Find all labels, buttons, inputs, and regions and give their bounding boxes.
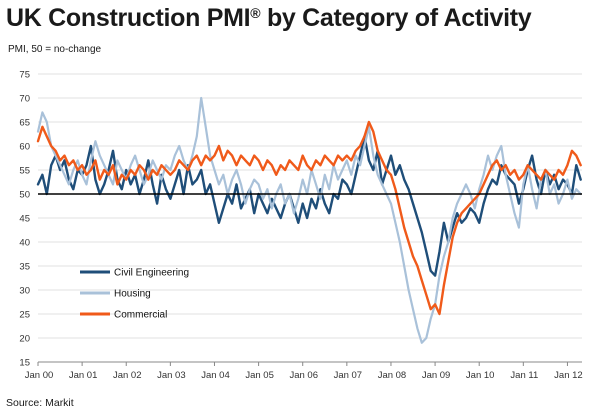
chart-title-suffix: by Category of Activity <box>260 4 532 32</box>
y-tick-label: 50 <box>19 190 30 201</box>
chart-title: UK Construction PMI® by Category of Acti… <box>6 4 532 33</box>
series-line-commercial <box>36 120 582 316</box>
x-tick-label: Jan 09 <box>422 370 451 381</box>
chart-title-text: UK Construction PMI <box>6 4 251 32</box>
legend-label: Civil Engineering <box>114 268 189 279</box>
y-tick-label: 15 <box>19 358 30 369</box>
registered-mark: ® <box>250 5 261 21</box>
x-tick-label: Jan 06 <box>289 370 318 381</box>
x-tick-label: Jan 03 <box>157 370 186 381</box>
y-tick-label: 60 <box>19 142 30 153</box>
x-tick-label: Jan 02 <box>113 370 142 381</box>
y-tick-label: 55 <box>19 166 30 177</box>
y-tick-label: 35 <box>19 262 30 273</box>
y-tick-label: 70 <box>19 94 30 105</box>
x-tick-label: Jan 07 <box>334 370 363 381</box>
y-tick-label: 65 <box>19 118 30 129</box>
y-tick-label: 25 <box>19 310 30 321</box>
x-tick-label: Jan 05 <box>245 370 274 381</box>
x-tick-label: Jan 08 <box>378 370 407 381</box>
series-line-civil-engineering <box>36 135 582 277</box>
x-tick-label: Jan 12 <box>554 370 583 381</box>
series-lines <box>36 96 582 344</box>
y-tick-label: 20 <box>19 334 30 345</box>
y-tick-label: 75 <box>19 70 30 81</box>
legend: Civil Engineering Housing Commercial <box>80 268 189 321</box>
y-axis-ticks: 15 20 25 30 35 40 45 50 55 60 65 70 75 <box>19 70 30 369</box>
chart-subtitle: PMI, 50 = no-change <box>8 44 102 55</box>
x-tick-label: Jan 00 <box>25 370 54 381</box>
x-tick-label: Jan 04 <box>201 370 230 381</box>
x-tick-label: Jan 10 <box>466 370 495 381</box>
x-tick-label: Jan 01 <box>69 370 98 381</box>
legend-label: Commercial <box>114 310 167 321</box>
y-tick-label: 30 <box>19 286 30 297</box>
y-tick-label: 45 <box>19 214 30 225</box>
x-tick-label: Jan 11 <box>510 370 538 381</box>
series-line-housing <box>36 96 582 344</box>
y-tick-label: 40 <box>19 238 30 249</box>
source-note: Source: Markit <box>6 397 74 409</box>
legend-label: Housing <box>114 289 151 300</box>
x-axis-ticks: Jan 00 Jan 01 Jan 02 Jan 03 Jan 04 Jan 05 Jan … <box>25 362 583 381</box>
